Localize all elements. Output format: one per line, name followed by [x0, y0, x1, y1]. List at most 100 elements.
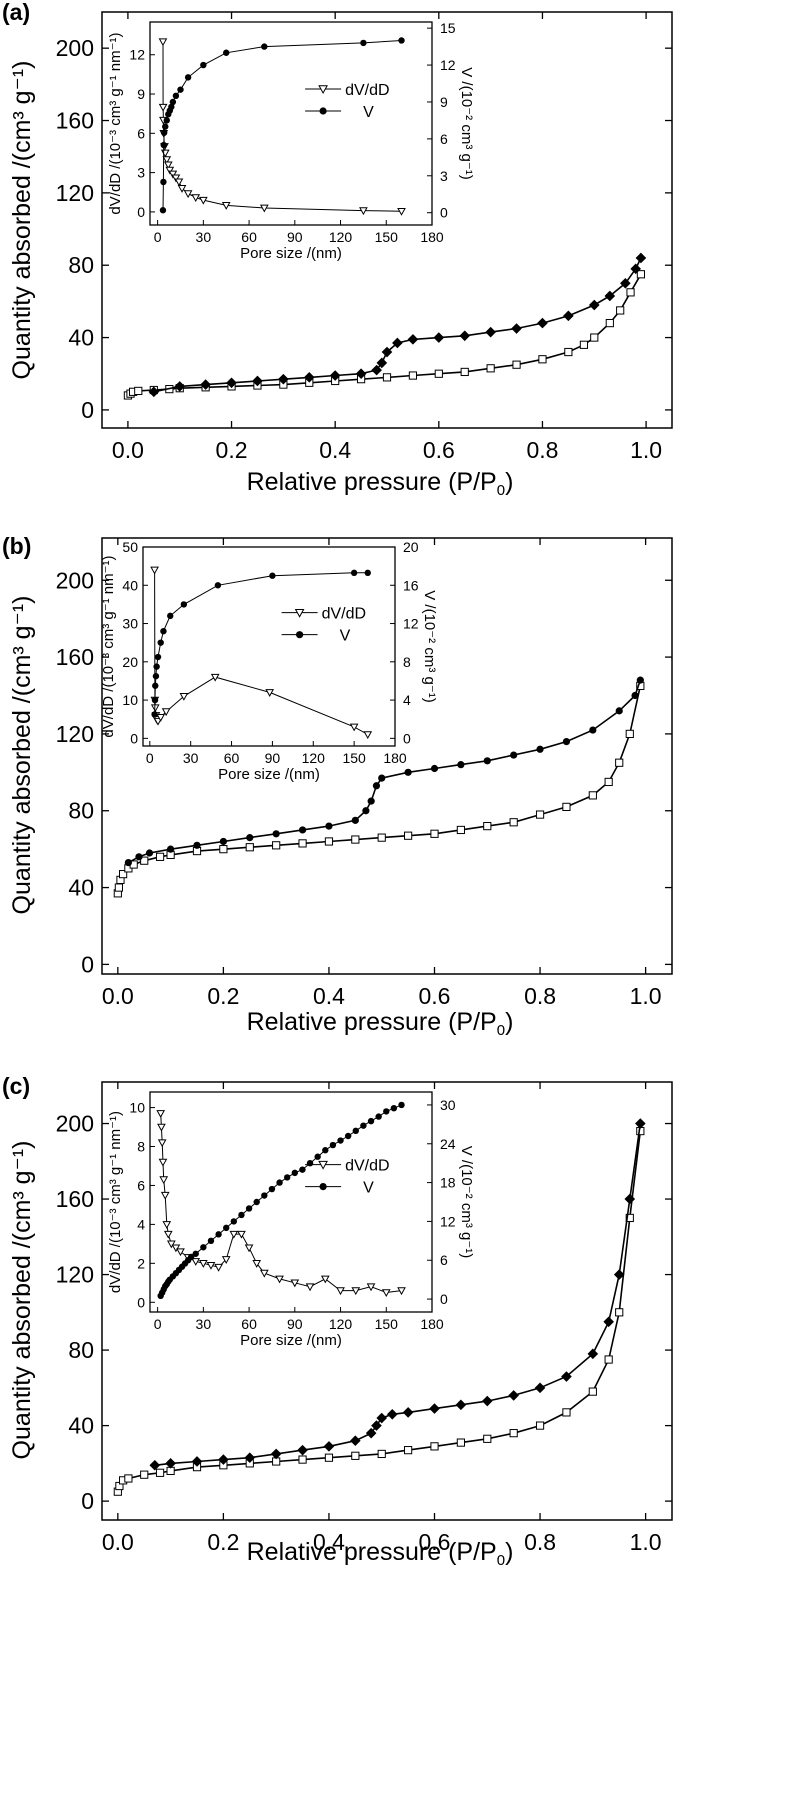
desorption-point [252, 375, 263, 387]
adsorption-point [636, 270, 646, 279]
adsorption-point [486, 364, 495, 373]
desorption-point [191, 1456, 203, 1467]
dvdd-point [259, 1269, 269, 1278]
inset-y-tick-label-right: 0 [440, 1291, 448, 1307]
adsorption-point [404, 1446, 413, 1455]
desorption-point [378, 774, 386, 782]
desorption-point [563, 310, 574, 322]
panel-label: (a) [2, 0, 30, 25]
y-tick-label: 80 [68, 798, 94, 824]
volume-point [157, 639, 164, 646]
legend-dvdd-marker [318, 1160, 328, 1170]
dvdd-point [363, 731, 373, 740]
inset-y-tick-label-right: 24 [440, 1136, 456, 1152]
x-tick-label: 0.6 [419, 1529, 451, 1555]
volume-point [172, 92, 180, 100]
dvdd-point [161, 708, 171, 717]
inset-x-tick-label: 150 [342, 750, 366, 766]
desorption-point [362, 807, 370, 815]
adsorption-point [588, 791, 597, 800]
legend-dvdd-label: dV/dD [322, 606, 366, 623]
x-axis-title-main: Relative pressure (P/P [247, 468, 497, 496]
volume-point [367, 1117, 375, 1125]
x-tick-label: 1.0 [630, 437, 662, 463]
dvdd-point [191, 1258, 201, 1266]
inset-x-tick-label: 60 [224, 750, 240, 766]
panel-label: (b) [2, 533, 31, 559]
desorption-point [124, 858, 132, 867]
inset-x-tick-label: 120 [329, 229, 353, 245]
legend-dvdd-marker [294, 608, 305, 618]
dvdd-point [174, 178, 184, 187]
panel-b: (b)0.0 0.2 0.4 0.6 0.8 1.004080120160200Relat… [2, 533, 673, 1039]
legend-volume-marker [319, 107, 327, 115]
volume-point [223, 49, 230, 56]
series-desorption [149, 1118, 646, 1471]
inset-chart: 0 30 60 90 120 150 180 0 10 20 30 40 50 0 4 8 12 16 20 Pore… [100, 539, 438, 783]
volume-point [398, 37, 405, 44]
adsorption-point [626, 288, 635, 297]
desorption-point [372, 782, 381, 790]
adsorption-point [119, 870, 128, 879]
volume-point [398, 1101, 405, 1109]
inset-y-tick-label-right: 12 [403, 616, 419, 632]
inset-y-axis-title-left: dV/dD /(10⁻³ cm³ g⁻¹ nm⁻¹) [107, 32, 124, 214]
series-dvdd [150, 566, 373, 740]
legend-volume-label: V [363, 1180, 374, 1197]
adsorption-point [456, 1438, 465, 1447]
y-tick-label: 120 [56, 180, 94, 206]
desorption-point [562, 737, 571, 746]
x-tick-label: 0.8 [524, 983, 556, 1009]
desorption-point [603, 1316, 614, 1328]
inset-y-tick-label-left: 40 [122, 577, 138, 593]
desorption-point [303, 372, 315, 383]
volume-point [360, 39, 367, 47]
dvdd-point [351, 1287, 361, 1296]
inset-x-tick-label: 30 [196, 229, 212, 245]
desorption-point [329, 370, 341, 381]
volume-point [364, 569, 371, 577]
desorption-point [226, 377, 237, 389]
dvdd-point [210, 673, 220, 682]
inset-y-tick-label-left: 20 [122, 654, 138, 670]
dvdd-point [183, 190, 193, 199]
adsorption-point [616, 306, 625, 315]
legend-volume-label: V [363, 104, 374, 121]
desorption-point [404, 768, 412, 776]
inset-y-tick-label-right: 20 [403, 539, 419, 555]
x-tick-label: 0.2 [207, 983, 239, 1009]
desorption-point [174, 381, 186, 392]
x-axis-title-end: ) [505, 1538, 513, 1566]
desorption-point [455, 1399, 467, 1411]
desorption-point [270, 1448, 282, 1460]
inset-y-tick-label-right: 12 [440, 1213, 456, 1229]
desorption-point [323, 1441, 335, 1452]
inset-y-tick-label-left: 6 [137, 125, 145, 141]
inset-y-tick-label-left: 4 [137, 1216, 145, 1232]
dvdd-point [349, 723, 359, 732]
desorption-point [604, 290, 616, 302]
x-axis-title: Relative pressure (P/P0) [247, 468, 514, 499]
volume-point [283, 1174, 291, 1181]
dvdd-point [305, 1283, 315, 1292]
adsorption-point [408, 371, 418, 380]
y-tick-label: 200 [56, 1111, 94, 1137]
dvdd-point [163, 1230, 173, 1239]
volume-point [200, 61, 207, 69]
series-desorption [148, 252, 647, 398]
dvdd-point [163, 161, 173, 170]
x-axis-title-main: Relative pressure (P/P [247, 1538, 497, 1566]
inset-y-tick-label-right: 6 [440, 131, 448, 147]
adsorption-point [324, 1453, 334, 1462]
adsorption-point [298, 1455, 307, 1464]
dvdd-point [359, 207, 368, 216]
adsorption-point [140, 1470, 149, 1479]
volume-point [276, 1179, 283, 1186]
x-axis-title-end: ) [505, 1008, 513, 1036]
desorption-point [485, 326, 496, 338]
y-tick-label: 0 [81, 397, 94, 423]
adsorption-point [430, 829, 439, 838]
volume-point [180, 601, 188, 608]
adsorption-point [460, 367, 469, 377]
adsorption-point [351, 835, 360, 844]
